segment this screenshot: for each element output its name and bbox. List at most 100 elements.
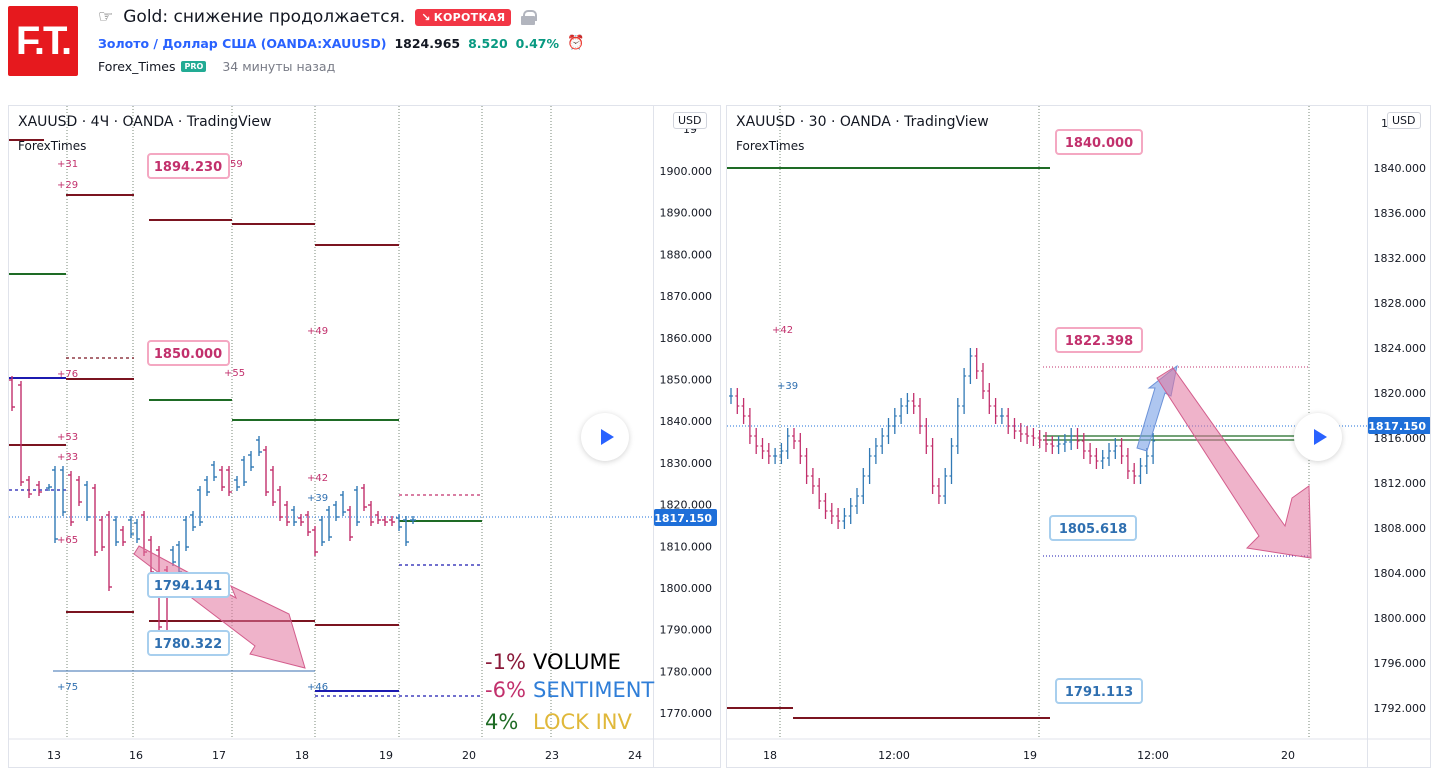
right-time-tick: 18: [763, 749, 777, 762]
left-small-label: +55: [224, 368, 245, 379]
left-price-tick: 1810.000: [660, 540, 713, 553]
right-price-tick: 1812.000: [1374, 477, 1427, 490]
legend-lock-inv: 4% LOCK INV: [485, 710, 632, 734]
right-price-tick: 1796.000: [1374, 657, 1427, 670]
left-price-tick: 1830.000: [660, 457, 713, 470]
legend-sentiment: -6% SENTIMENT: [485, 678, 654, 702]
right-chart-30m[interactable]: 1840.000 1822.398 1805.618 1791.113 +42 +39 …: [726, 105, 1431, 768]
legend-volume-label: VOLUME: [533, 650, 621, 674]
left-small-label: +31: [57, 159, 78, 170]
legend-lock-inv-label: LOCK INV: [533, 710, 632, 734]
symbol-link[interactable]: Золото / Доллар США (OANDA:XAUUSD): [98, 35, 387, 51]
publish-time: 34 минуты назад: [222, 58, 336, 74]
author-row: Forex_Times PRO 34 минуты назад: [98, 57, 335, 75]
author-name[interactable]: Forex_Times: [98, 58, 176, 74]
right-small-label: +39: [777, 381, 798, 392]
left-price-tick: 1800.000: [660, 582, 713, 595]
forex-times-logo[interactable]: F.T.: [8, 6, 78, 76]
left-small-label: +29: [57, 180, 78, 191]
legend-volume: -1% VOLUME: [485, 650, 621, 674]
right-play-button[interactable]: [1294, 413, 1342, 461]
left-price-tick: 1890.000: [660, 207, 713, 220]
left-price-tick: 1900.000: [660, 165, 713, 178]
short-badge: ↘ КОРОТКАЯ: [415, 8, 512, 26]
right-callout-text: 1791.113: [1065, 685, 1133, 700]
left-price-tick: 1870.000: [660, 290, 713, 303]
left-time-tick: 16: [129, 749, 143, 762]
right-callout-box: [1055, 129, 1143, 155]
right-price-tick: 1792.000: [1374, 702, 1427, 715]
right-price-tick: 1840.000: [1374, 162, 1427, 175]
right-price-tick: 1808.000: [1374, 522, 1427, 535]
left-small-label: +46: [307, 682, 328, 693]
symbol-row: Золото / Доллар США (OANDA:XAUUSD) 1824.…: [98, 33, 584, 53]
right-chart-author: ForexTimes: [736, 139, 805, 153]
short-badge-label: КОРОТКАЯ: [433, 10, 506, 24]
right-price-axis-border: [1367, 106, 1368, 767]
right-time-tick: 19: [1023, 749, 1037, 762]
left-currency-button[interactable]: USD: [673, 112, 707, 129]
left-chart-title: XAUUSD · 4Ч · OANDA · TradingView: [18, 114, 272, 130]
left-time-tick: 17: [212, 749, 226, 762]
left-time-tick: 24: [628, 749, 642, 762]
left-small-label: +65: [57, 535, 78, 546]
left-price-tick: 1860.000: [660, 332, 713, 345]
left-callout-text: 1780.322: [154, 637, 222, 652]
symbol-price: 1824.965: [394, 35, 461, 51]
left-callout-text: 1894.230: [154, 160, 222, 175]
left-price-tick: 1790.000: [660, 624, 713, 637]
right-callout-text: 1840.000: [1065, 136, 1133, 151]
pointing-hand-icon: ☞: [98, 7, 114, 27]
lock-icon: [521, 10, 538, 25]
left-time-tick: 23: [545, 749, 559, 762]
right-chart-title: XAUUSD · 30 · OANDA · TradingView: [736, 114, 989, 130]
right-forecast-down-arrow: [1156, 367, 1312, 559]
left-price-axis-border: [653, 106, 654, 767]
right-current-price-tag: [1368, 417, 1430, 434]
left-callout-box: [147, 630, 230, 656]
down-right-arrow-icon: ↘: [421, 10, 431, 24]
right-callout-box: [1049, 515, 1137, 541]
left-current-price-tag: [654, 509, 717, 526]
right-time-tick: 20: [1281, 749, 1295, 762]
left-time-tick: 20: [462, 749, 476, 762]
left-chart-4h[interactable]: 1894.230 1850.000 1794.141 1780.322 +31 +29 +…: [8, 105, 721, 768]
legend-lock-inv-pct: 4%: [485, 710, 519, 734]
left-price-tick: 1880.000: [660, 248, 713, 261]
left-time-tick: 19: [379, 749, 393, 762]
left-chart-canvas[interactable]: 1894.230 1850.000 1794.141 1780.322 +31 +29 +…: [9, 106, 721, 768]
left-time-tick: 18: [295, 749, 309, 762]
right-price-tick: 1832.000: [1374, 252, 1427, 265]
left-small-label: +42: [307, 473, 328, 484]
left-callout-box: [147, 572, 230, 598]
right-callout-box: [1055, 678, 1143, 704]
right-price-tick: 1836.000: [1374, 207, 1427, 220]
right-callout-text: 1822.398: [1065, 334, 1133, 349]
right-price-tick: 1820.000: [1374, 387, 1427, 400]
left-play-button[interactable]: [581, 413, 629, 461]
left-time-tick: 13: [47, 749, 61, 762]
right-price-tick: 1804.000: [1374, 567, 1427, 580]
right-time-tick: 12:00: [1137, 749, 1169, 762]
right-price-tick: 1824.000: [1374, 342, 1427, 355]
left-small-label: +49: [307, 326, 328, 337]
right-price-tick: 1800.000: [1374, 612, 1427, 625]
left-chart-author: ForexTimes: [18, 139, 87, 153]
legend-sentiment-pct: -6%: [485, 678, 526, 702]
left-small-label: 59: [230, 159, 243, 170]
left-callout-box: [147, 340, 230, 366]
legend-volume-pct: -1%: [485, 650, 526, 674]
left-price-tick: 1820.000: [660, 499, 713, 512]
left-price-tick: 1780.000: [660, 665, 713, 678]
right-price-tick: 1816.000: [1374, 432, 1427, 445]
right-currency-button[interactable]: USD: [1387, 112, 1421, 129]
alarm-clock-icon[interactable]: ⏰: [567, 35, 585, 51]
right-current-price-text: 1817.150: [1368, 420, 1426, 433]
left-price-tick: 1850.000: [660, 374, 713, 387]
left-small-label: +75: [57, 682, 78, 693]
left-callout-text: 1794.141: [154, 579, 222, 594]
left-price-tick: 1840.000: [660, 415, 713, 428]
right-callout-text: 1805.618: [1059, 522, 1127, 537]
legend-sentiment-label: SENTIMENT: [533, 678, 655, 702]
